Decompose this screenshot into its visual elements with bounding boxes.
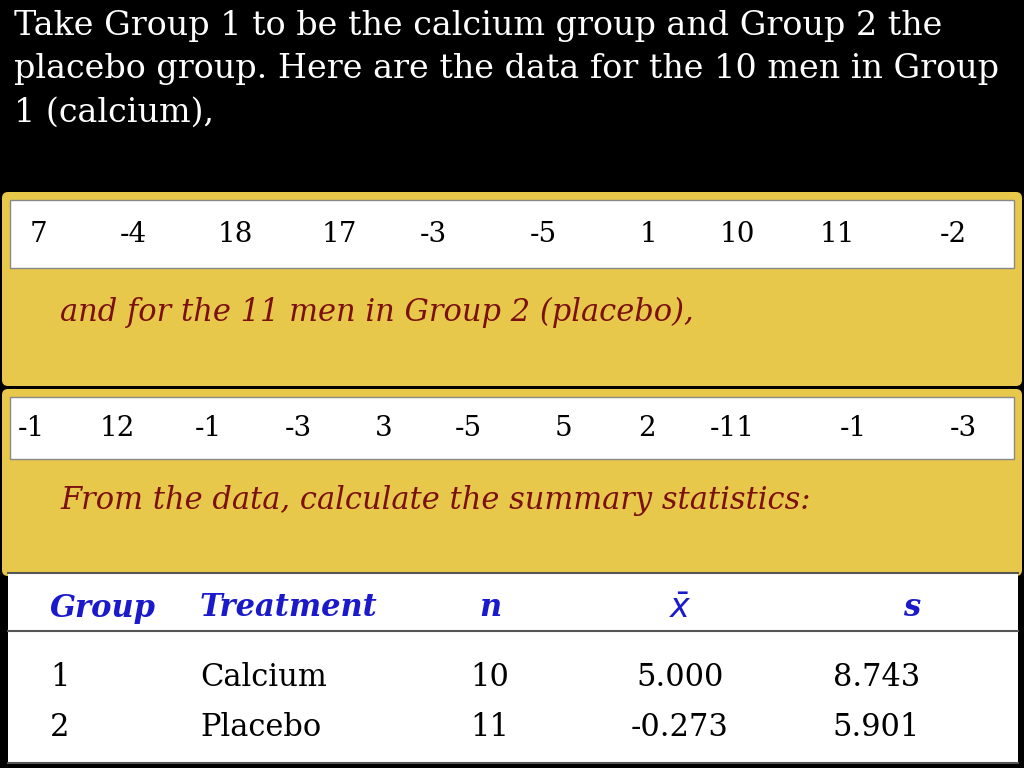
- Text: 3: 3: [375, 415, 392, 442]
- Bar: [10, 397, 1014, 459]
- Text: 10: 10: [720, 220, 756, 247]
- Text: 10: 10: [471, 663, 509, 694]
- Text: -0.273: -0.273: [631, 713, 729, 743]
- Text: From the data, calculate the summary statistics:: From the data, calculate the summary sta…: [60, 485, 811, 515]
- Text: Calcium: Calcium: [200, 663, 327, 694]
- Text: 5: 5: [555, 415, 572, 442]
- Text: Group: Group: [50, 592, 156, 624]
- Text: -3: -3: [285, 415, 312, 442]
- Text: Placebo: Placebo: [200, 713, 322, 743]
- Text: s: s: [903, 592, 920, 624]
- Text: 11: 11: [820, 220, 855, 247]
- Text: $\bar{x}$: $\bar{x}$: [669, 591, 691, 624]
- FancyBboxPatch shape: [2, 192, 1022, 386]
- Text: Take Group 1 to be the calcium group and Group 2 the
placebo group. Here are the: Take Group 1 to be the calcium group and…: [14, 10, 999, 128]
- Text: -1: -1: [840, 415, 867, 442]
- Text: -1: -1: [18, 415, 45, 442]
- Text: -2: -2: [940, 220, 967, 247]
- Text: 17: 17: [322, 220, 357, 247]
- Text: and for the 11 men in Group 2 (placebo),: and for the 11 men in Group 2 (placebo),: [60, 296, 693, 328]
- Text: 5.901: 5.901: [833, 713, 920, 743]
- Text: 5.000: 5.000: [636, 663, 724, 694]
- Bar: [8, 573, 1018, 763]
- Text: 8.743: 8.743: [833, 663, 920, 694]
- Text: 1: 1: [640, 220, 657, 247]
- Text: Treatment: Treatment: [200, 592, 378, 624]
- Text: 2: 2: [50, 713, 70, 743]
- Text: -3: -3: [950, 415, 977, 442]
- Text: 7: 7: [30, 220, 48, 247]
- Text: 11: 11: [470, 713, 510, 743]
- Text: 12: 12: [100, 415, 135, 442]
- Text: -1: -1: [195, 415, 222, 442]
- Text: -3: -3: [420, 220, 447, 247]
- FancyBboxPatch shape: [2, 389, 1022, 576]
- Text: -5: -5: [530, 220, 557, 247]
- Text: -11: -11: [710, 415, 755, 442]
- Text: -5: -5: [455, 415, 482, 442]
- Text: 18: 18: [218, 220, 253, 247]
- Bar: [10, 200, 1014, 268]
- Text: 1: 1: [50, 663, 70, 694]
- Text: n: n: [479, 592, 501, 624]
- Text: 2: 2: [638, 415, 655, 442]
- Text: -4: -4: [120, 220, 147, 247]
